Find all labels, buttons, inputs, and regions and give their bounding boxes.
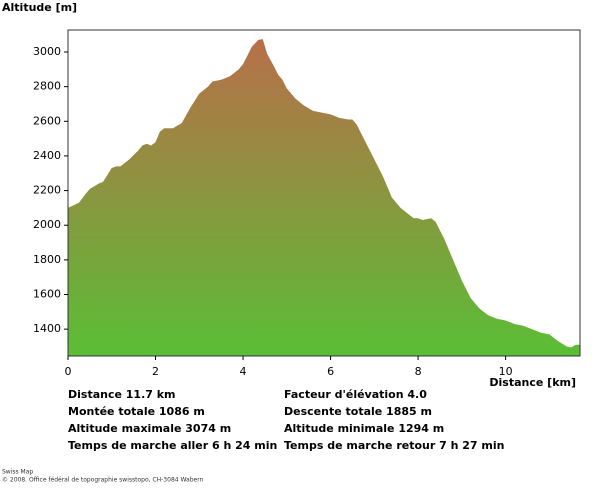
y-tick-label: 1600 (33, 288, 61, 301)
y-axis-label: Altitude [m] (2, 1, 77, 14)
y-tick-label: 2200 (33, 184, 61, 197)
stat: Distance 11.7 km (68, 388, 176, 401)
y-tick-label: 3000 (33, 45, 61, 58)
x-tick-label: 0 (65, 365, 72, 378)
y-tick-label: 2800 (33, 80, 61, 93)
plot-frame (67, 29, 581, 357)
stat: Facteur d'élévation 4.0 (284, 388, 427, 401)
x-tick-label: 6 (327, 365, 334, 378)
y-tick-label: 2600 (33, 114, 61, 127)
stat: Temps de marche retour 7 h 27 min (284, 439, 504, 452)
stat: Altitude maximale 3074 m (68, 422, 231, 435)
footer: Swiss Map (2, 469, 33, 476)
x-tick-label: 8 (415, 365, 422, 378)
stat: Montée totale 1086 m (68, 405, 205, 418)
x-axis-label: Distance [km] (489, 376, 576, 389)
x-tick-label: 4 (240, 365, 247, 378)
x-tick-label: 10 (499, 365, 513, 378)
y-tick-label: 2400 (33, 149, 61, 162)
footer: © 2008. Office fédéral de topographie sw… (2, 477, 204, 484)
stat: Altitude minimale 1294 m (284, 422, 444, 435)
elevation-area (68, 39, 580, 357)
x-tick-label: 2 (152, 365, 159, 378)
stat: Temps de marche aller 6 h 24 min (68, 439, 277, 452)
y-tick-label: 1800 (33, 253, 61, 266)
stat: Descente totale 1885 m (284, 405, 432, 418)
y-tick-label: 1400 (33, 322, 61, 335)
y-tick-label: 2000 (33, 218, 61, 231)
